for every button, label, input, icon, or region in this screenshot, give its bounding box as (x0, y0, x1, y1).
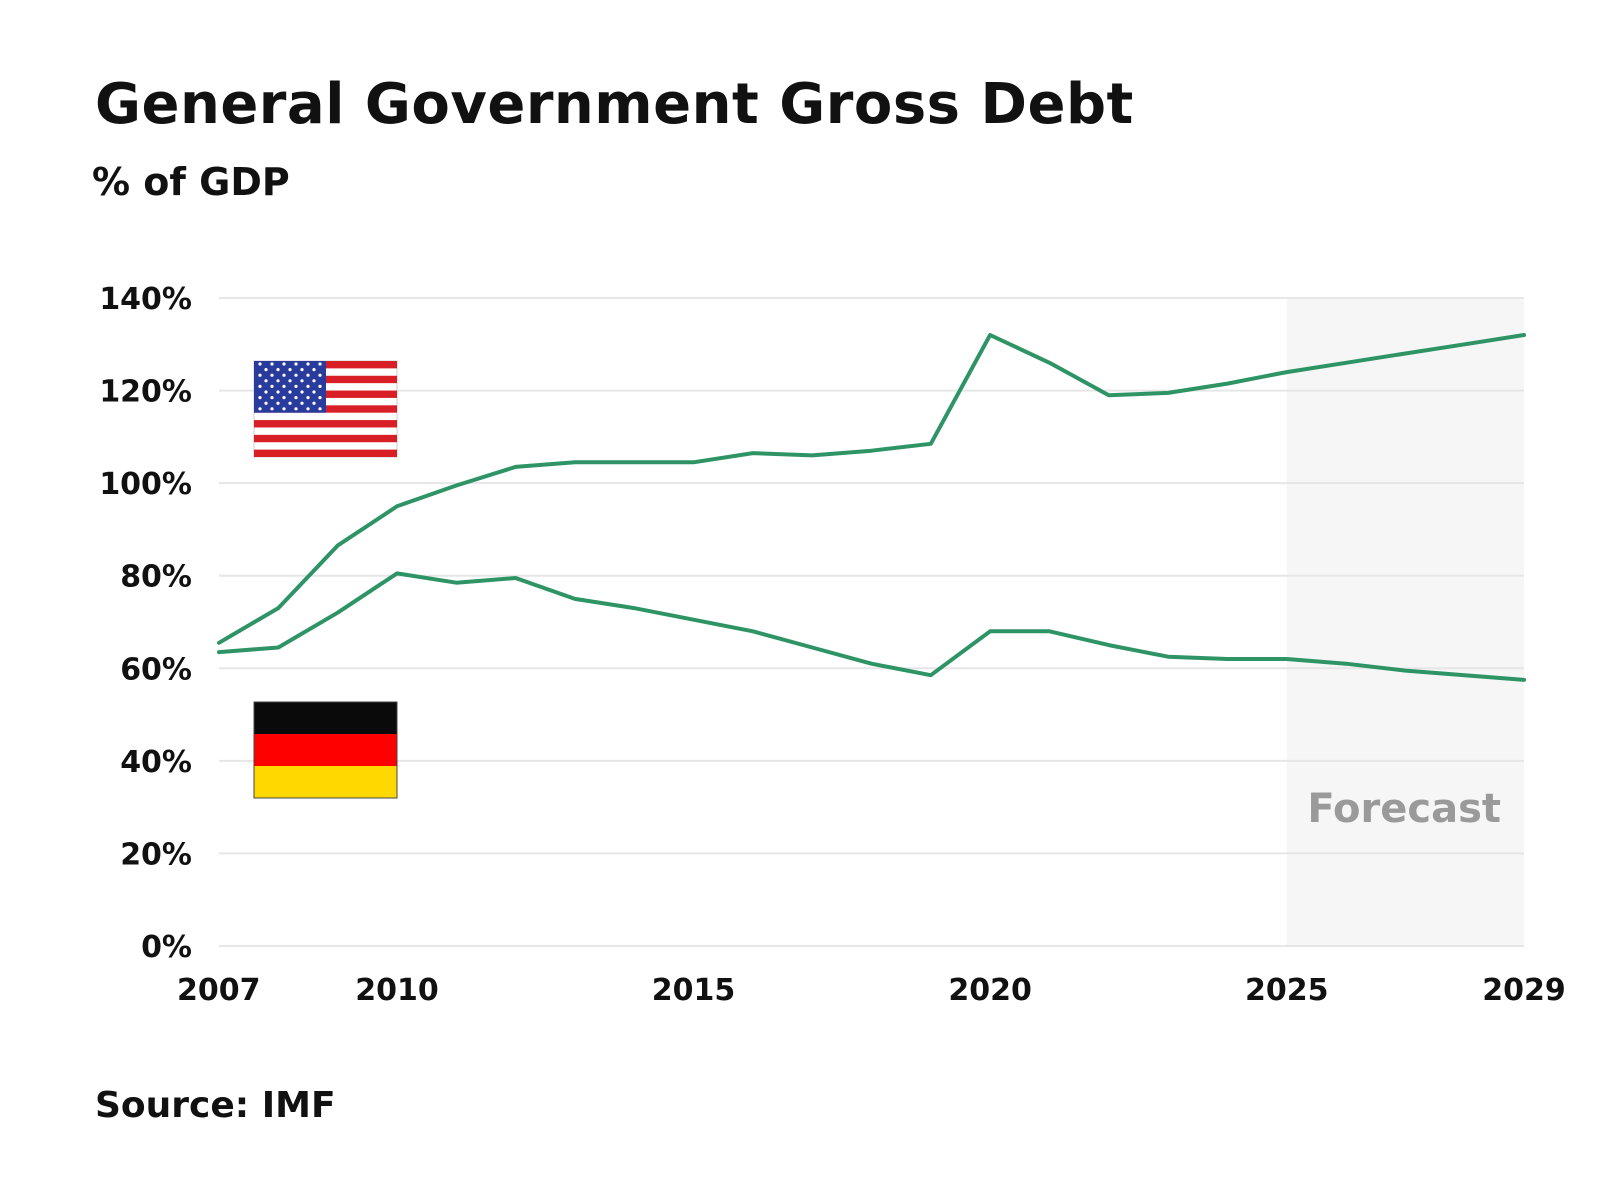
y-tick-label: 120% (99, 375, 192, 410)
germany-flag-icon (253, 701, 398, 799)
forecast-label: Forecast (1307, 786, 1501, 832)
y-tick-label: 20% (120, 837, 192, 872)
series-line-germany (217, 571, 1526, 682)
forecast-band (1286, 298, 1524, 946)
source-note: Source: IMF (95, 1085, 336, 1126)
x-tick-label: 2025 (1245, 973, 1329, 1008)
us-flag-icon (253, 360, 398, 458)
chart-title: General Government Gross Debt (95, 72, 1134, 137)
y-axis-ticks: 0% 20% 40% 60% 80% 100% 120% 140% (99, 282, 192, 965)
chart-subtitle: % of GDP (92, 160, 290, 204)
y-tick-label: 40% (120, 745, 192, 780)
series-lines (217, 333, 1526, 682)
x-tick-label: 2010 (355, 973, 439, 1008)
x-tick-label: 2029 (1482, 973, 1566, 1008)
y-tick-label: 80% (120, 560, 192, 595)
x-axis-ticks: 2007 2010 2015 2020 2025 2029 (177, 973, 1566, 1008)
y-tick-label: 60% (120, 652, 192, 687)
gridlines (219, 297, 1524, 947)
series-line-united-states (217, 333, 1526, 645)
y-tick-label: 100% (99, 467, 192, 502)
x-tick-label: 2007 (177, 973, 261, 1008)
x-tick-label: 2015 (652, 973, 736, 1008)
y-tick-label: 140% (99, 282, 192, 317)
y-tick-label: 0% (141, 930, 192, 965)
x-tick-label: 2020 (948, 973, 1032, 1008)
